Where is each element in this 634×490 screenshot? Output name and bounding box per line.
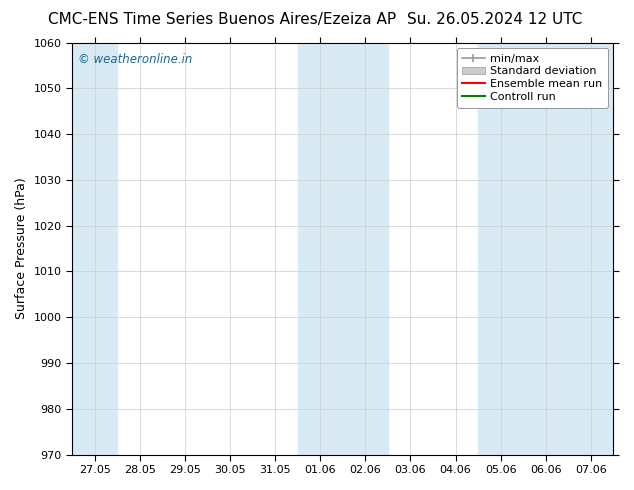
Y-axis label: Surface Pressure (hPa): Surface Pressure (hPa) xyxy=(15,178,28,319)
Text: © weatheronline.in: © weatheronline.in xyxy=(77,53,192,66)
Bar xyxy=(72,43,117,455)
Bar xyxy=(297,43,388,455)
Legend: min/max, Standard deviation, Ensemble mean run, Controll run: min/max, Standard deviation, Ensemble me… xyxy=(456,48,608,108)
Text: Su. 26.05.2024 12 UTC: Su. 26.05.2024 12 UTC xyxy=(407,12,582,27)
Text: CMC-ENS Time Series Buenos Aires/Ezeiza AP: CMC-ENS Time Series Buenos Aires/Ezeiza … xyxy=(48,12,396,27)
Bar xyxy=(478,43,614,455)
